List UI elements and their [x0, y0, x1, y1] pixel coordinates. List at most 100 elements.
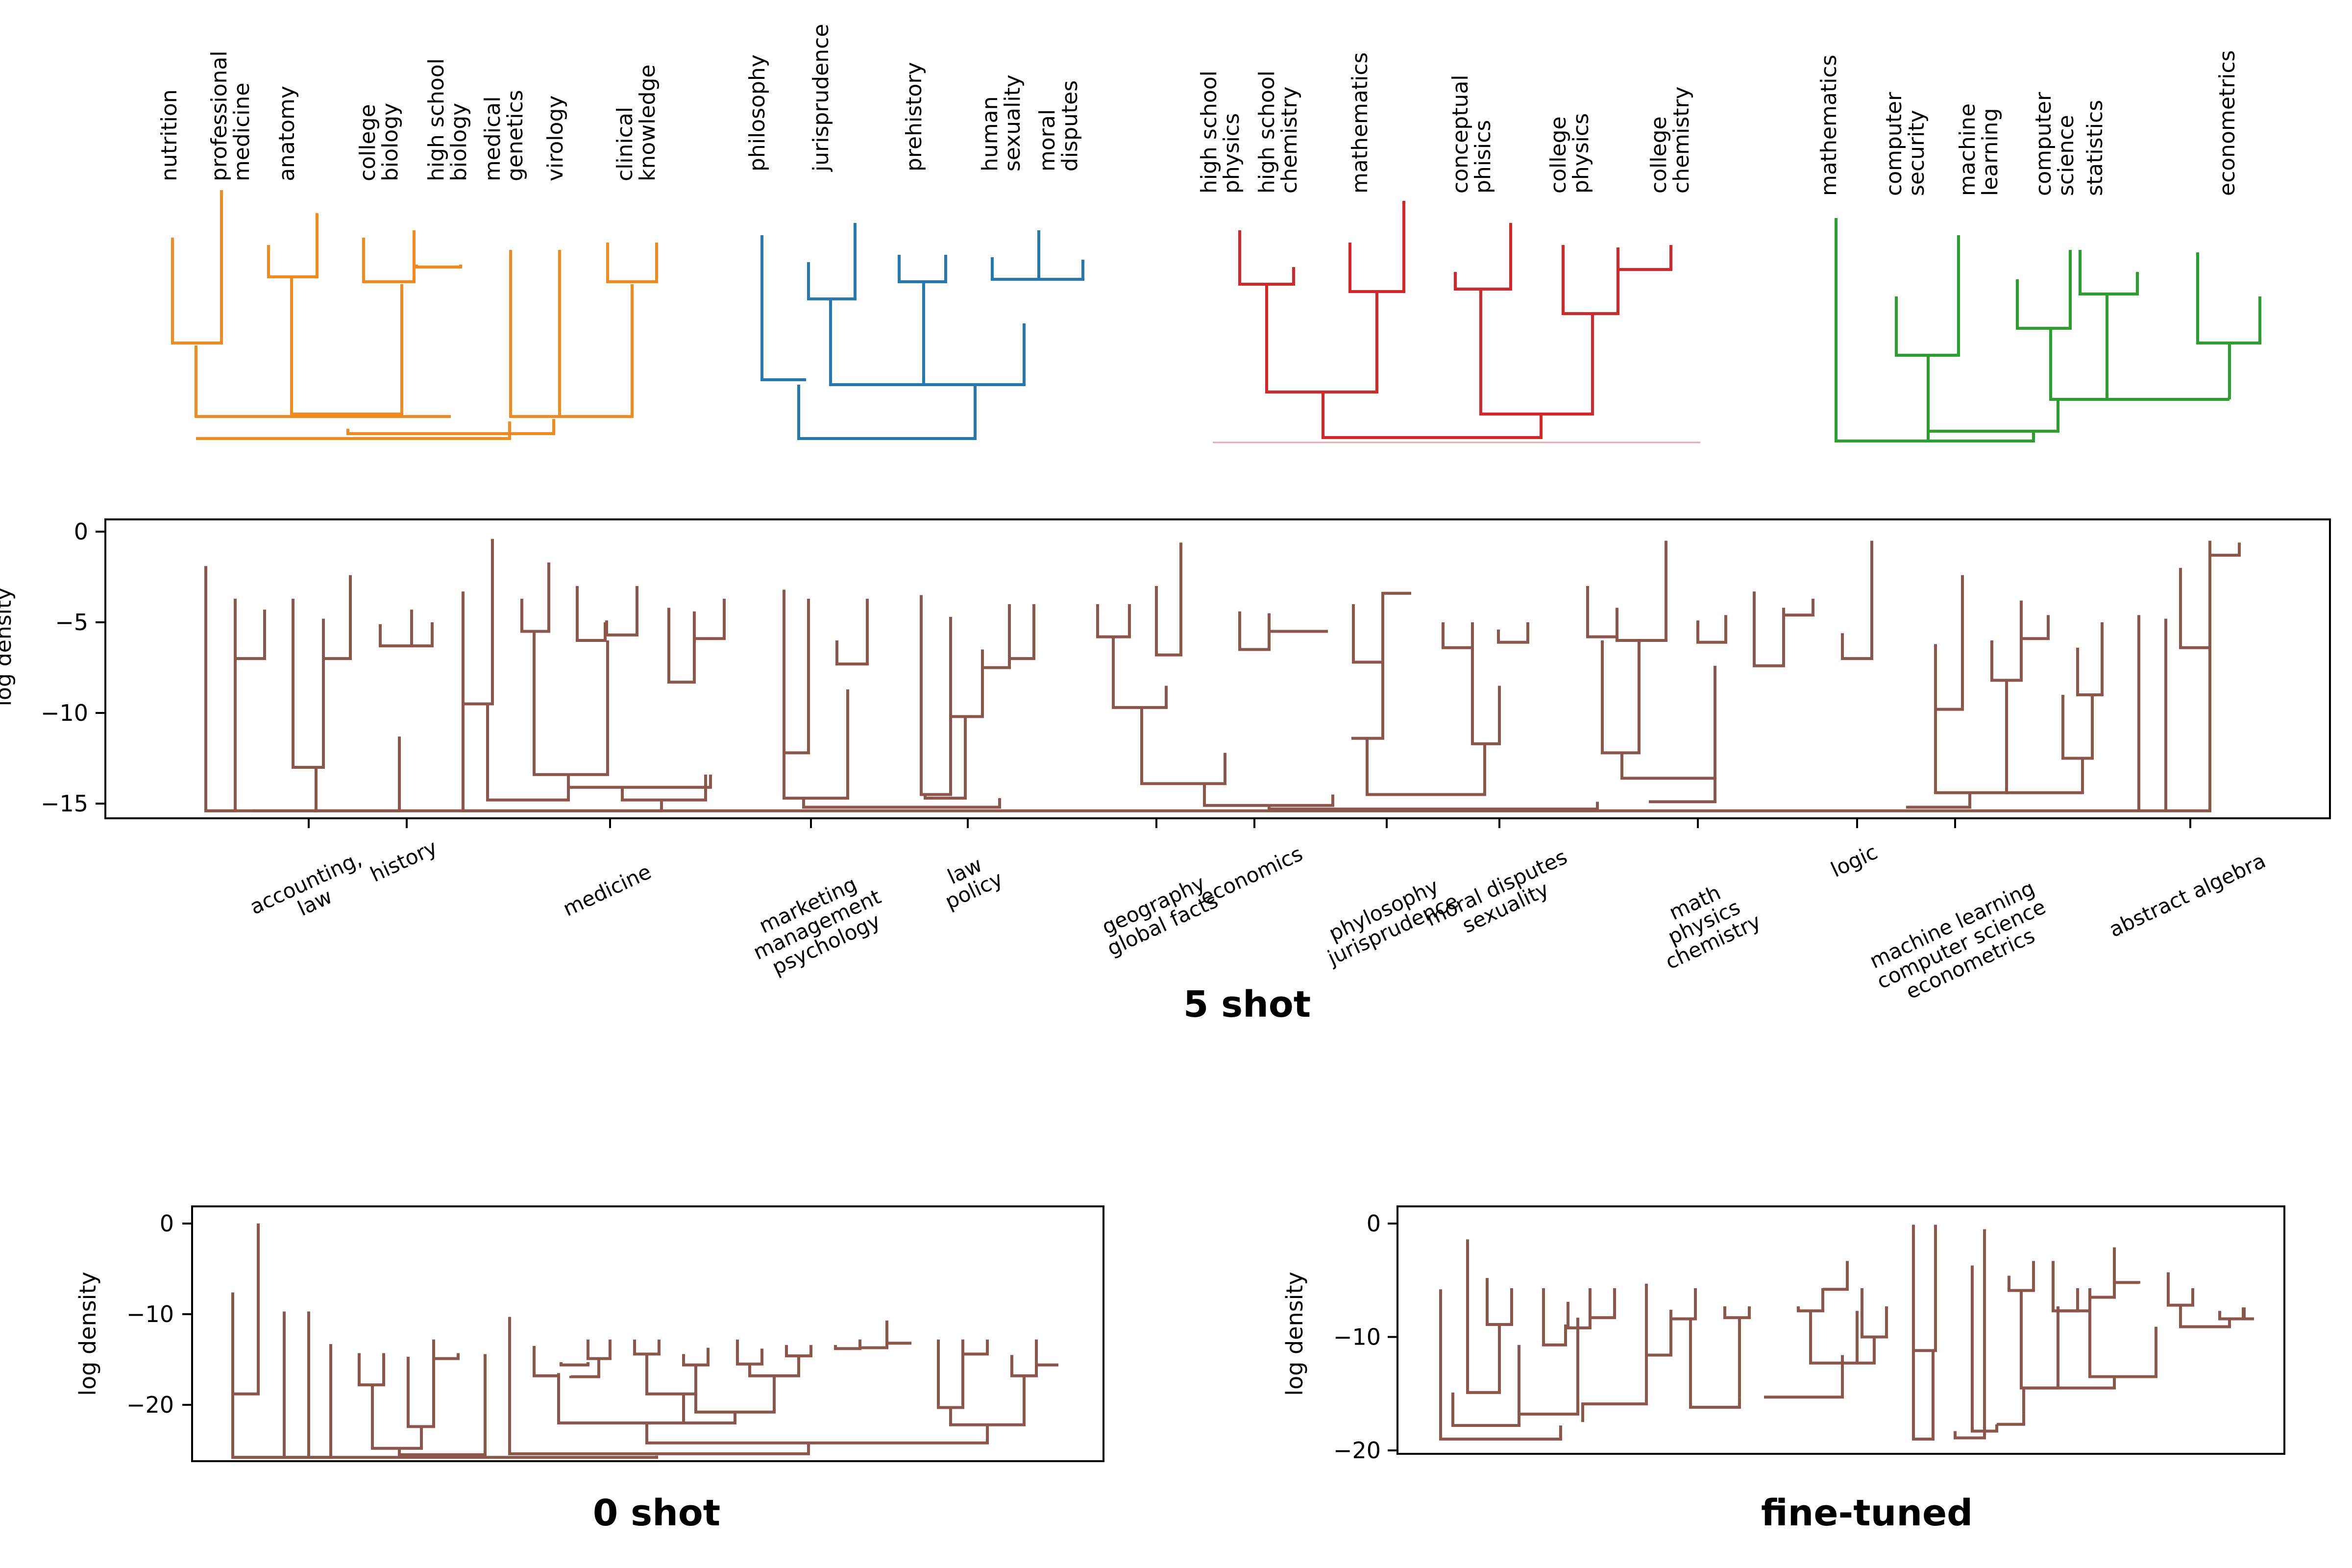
zero-shot-link — [358, 1353, 385, 1387]
top-leaf-label: high schoolchemistry — [1254, 71, 1302, 194]
five-shot-ylabel: log density — [0, 588, 16, 706]
top-cluster-1-link-7 — [797, 385, 977, 440]
top-leaf-label: prehistory — [902, 62, 927, 172]
fine-tuned-link — [1954, 1229, 1986, 1440]
top-cluster-0-link-4 — [509, 250, 561, 418]
svg-text:anatomy: anatomy — [274, 86, 299, 181]
svg-text:humansexuality: humansexuality — [978, 74, 1025, 172]
zero-shot-link — [398, 1354, 487, 1456]
zero-shot-link — [432, 1339, 460, 1360]
fine-tuned-link — [1466, 1239, 1501, 1394]
five-shot-link — [1155, 542, 1182, 657]
top-leaf-label: high schoolphysics — [1197, 71, 1244, 194]
top-leaf-label: medicalgenetics — [480, 90, 528, 181]
fine-tuned-link — [1486, 1278, 1513, 1326]
five-shot-link — [1586, 586, 1618, 638]
five-shot-link — [234, 598, 266, 660]
svg-text:philosophy: philosophy — [745, 54, 770, 172]
top-cluster-0-link-0 — [171, 190, 223, 344]
y-tick-label: −15 — [41, 790, 88, 817]
top-cluster-3-link-7 — [1836, 431, 2035, 442]
svg-text:high schoolbiology: high schoolbiology — [424, 58, 471, 181]
top-cluster-0-link-2 — [362, 230, 416, 283]
top-cluster-2-link-4 — [1617, 245, 1672, 271]
zero-shot-link — [1010, 1339, 1038, 1377]
zero-shot-dendrogram — [231, 1224, 1058, 1459]
top-cluster-2-link-5 — [1265, 284, 1378, 393]
fine-tuned-link — [1997, 1414, 2025, 1426]
svg-text:mathematics: mathematics — [1348, 52, 1372, 194]
fine-tuned-link — [1439, 1289, 1562, 1441]
top-cluster-2-link-3 — [1562, 245, 1619, 315]
svg-text:collegebiology: collegebiology — [355, 103, 403, 181]
five-shot-link — [533, 631, 609, 776]
five-shot-link — [1352, 597, 1384, 664]
five-shot-link — [1471, 647, 1501, 745]
top-cluster-1-link-3 — [991, 230, 1040, 281]
zero-shot-link — [645, 1424, 989, 1445]
five-shot-link — [1782, 598, 1814, 617]
fine-tuned-link — [1912, 1350, 1935, 1441]
five-shot-merge — [2005, 758, 2084, 794]
top-cluster-2-link-1 — [1348, 201, 1405, 293]
top-leaf-label: high schoolbiology — [424, 58, 471, 181]
group-label: geographyglobal facts — [1094, 869, 1222, 960]
top-cluster-0-link-6 — [558, 284, 634, 418]
top-leaf-label: mathematics — [1816, 55, 1841, 196]
top-cluster-3-link-6 — [1927, 355, 2059, 433]
svg-text:nutrition: nutrition — [157, 89, 182, 181]
top-cluster-0-link-10 — [196, 421, 511, 440]
zero-shot-link — [533, 1346, 560, 1377]
top-cluster-0-link-5 — [606, 243, 658, 283]
five-shot-link — [1934, 575, 1964, 711]
svg-text:collegechemistry: collegechemistry — [1646, 86, 1694, 194]
five-shot-dendrogram — [204, 539, 2241, 812]
svg-text:clinicalknowledge: clinicalknowledge — [612, 65, 660, 182]
top-leaf-label: moraldisputes — [1035, 80, 1082, 172]
svg-text:virology: virology — [543, 96, 568, 181]
fine-tuned-link — [1764, 1355, 1844, 1399]
fine-tuned-link — [2088, 1311, 2157, 1378]
svg-text:geographyglobal facts: geographyglobal facts — [1094, 869, 1222, 960]
top-leaf-label: collegephysics — [1546, 113, 1593, 194]
svg-text:jurisprudence: jurisprudence — [808, 24, 833, 172]
top-cluster-0-link-9 — [346, 419, 555, 435]
five-shot-link — [1381, 591, 1411, 662]
y-tick-label: −10 — [126, 1301, 174, 1327]
svg-text:lawpolicy: lawpolicy — [932, 847, 1006, 914]
top-cluster-3-link-4 — [1835, 218, 1930, 442]
zero-shot-link — [569, 1358, 600, 1378]
top-cluster-2-link-2 — [1454, 223, 1512, 291]
group-label: mathphysicschemistry — [1662, 880, 1764, 974]
svg-text:statistics: statistics — [2082, 100, 2107, 196]
top-leaf-label: econometrics — [2215, 50, 2240, 196]
top-cluster-2-link-7 — [1322, 392, 1543, 439]
top-leaf-label: statistics — [2082, 100, 2107, 196]
fine-tuned-link — [2008, 1261, 2035, 1292]
top-cluster-1-link-5 — [922, 282, 1026, 386]
zero-shot-link — [587, 1339, 612, 1360]
five-shot-link — [1238, 611, 1271, 651]
five-shot-link — [567, 774, 712, 789]
fine-tuned-link — [1645, 1283, 1672, 1357]
group-label: lawpolicy — [932, 847, 1006, 914]
five-shot-merge — [1906, 792, 1971, 809]
top-leaf-label: professionalmedicine — [207, 50, 254, 181]
zero-shot-link — [231, 1224, 260, 1396]
zero-shot-frame — [191, 1205, 1104, 1462]
top-leaf-label: jurisprudence — [808, 24, 833, 172]
svg-text:machine learningcomputer scien: machine learningcomputer scienceeconomet… — [1864, 875, 2058, 1013]
five-shot-merge — [1203, 784, 1334, 807]
top-leaf-label: anatomy — [274, 86, 299, 181]
five-shot-merge — [802, 798, 1001, 809]
svg-text:economics: economics — [1197, 841, 1306, 909]
zero-shot-link — [647, 1412, 736, 1424]
zero-shot-link — [785, 1345, 812, 1358]
five-shot-merge — [1140, 707, 1226, 785]
y-tick-label: −20 — [1333, 1437, 1381, 1464]
svg-text:history: history — [367, 835, 441, 886]
fine-tuned-dendrogram — [1439, 1225, 2254, 1441]
top-cluster-3-link-1 — [2016, 250, 2072, 330]
five-shot-link — [693, 598, 726, 683]
